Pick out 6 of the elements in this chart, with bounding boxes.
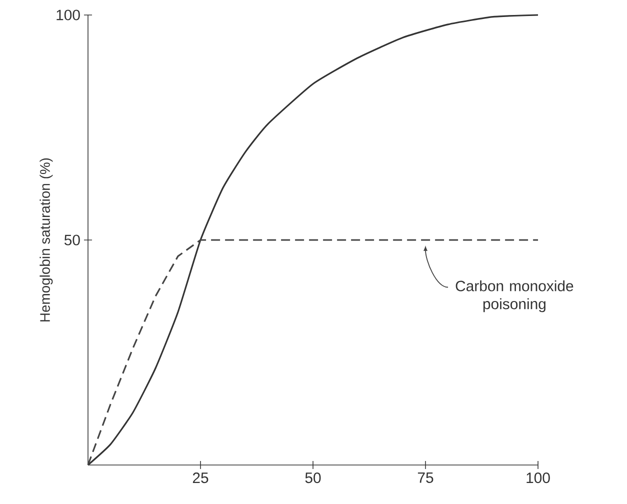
x-tick-label: 100 bbox=[526, 472, 550, 484]
y-axis-title: Hemoglobin saturation (%) bbox=[40, 158, 53, 322]
annotation: Carbon monoxide poisoning bbox=[456, 280, 574, 312]
x-tick-label: 25 bbox=[192, 472, 208, 484]
x-tick-label: 50 bbox=[305, 472, 321, 484]
x-tick-label: 75 bbox=[418, 472, 434, 483]
